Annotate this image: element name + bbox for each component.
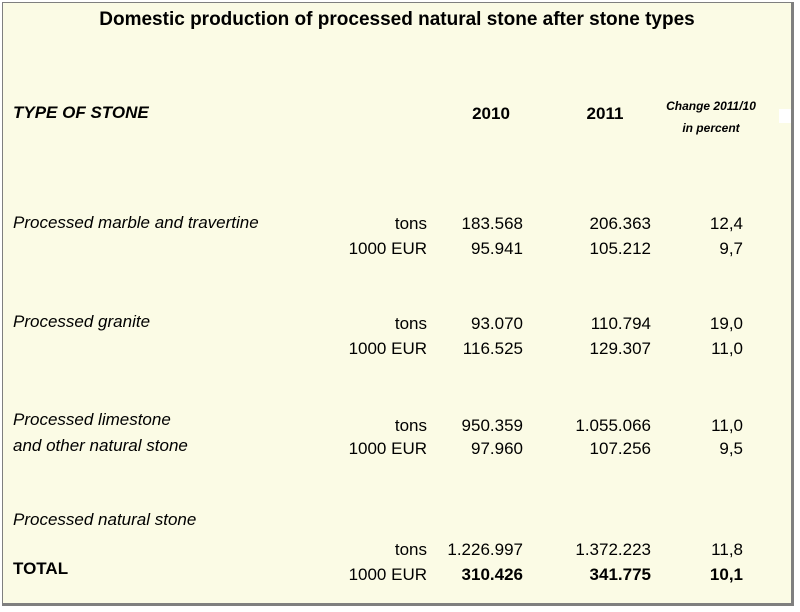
value-change: 9,7 [719,239,743,258]
value-change: 11,8 [711,540,743,559]
value-2010: 950.359 [461,416,523,435]
table-panel: Domestic production of processed natural… [2,2,794,606]
value-2010: 1.226.997 [447,540,523,559]
unit-label: tons [394,416,427,435]
value-2010: 183.568 [461,214,523,233]
column-header-2011: 2011 [586,104,624,123]
category-label-line1: Processed limestone [13,410,171,429]
value-2011: 107.256 [589,439,651,458]
unit-label: tons [394,314,427,333]
value-change-total: 10,1 [709,565,743,584]
unit-label: 1000 EUR [348,439,427,458]
value-2010: 97.960 [471,439,523,458]
unit-label: tons [394,540,427,559]
change-header-line1: Change 2011/10 [666,99,756,113]
change-header-line2: in percent [682,121,740,135]
value-2011: 1.055.066 [575,416,651,435]
value-change: 12,4 [709,214,743,233]
value-change: 11,0 [711,416,743,435]
value-2011-total: 341.775 [589,565,651,584]
value-2011: 1.372.223 [575,540,651,559]
value-change: 11,0 [711,339,743,358]
unit-label: tons [394,214,427,233]
unit-label: 1000 EUR [348,339,427,358]
value-2010-total: 310.426 [461,565,523,584]
value-2011: 129.307 [589,339,651,358]
category-label-natural-stone: Processed natural stone [13,510,197,529]
value-2010: 95.941 [471,239,523,258]
decorative-mark [779,109,791,123]
column-header-type-of-stone: TYPE OF STONE [13,103,149,122]
column-header-change: Change 2011/10 in percent [663,95,759,139]
value-2011: 206.363 [589,214,651,233]
unit-label: 1000 EUR [348,239,427,258]
value-change: 19,0 [709,314,743,333]
total-label: TOTAL [13,559,69,578]
value-change: 9,5 [719,439,743,458]
page-title: Domestic production of processed natural… [99,9,695,30]
category-label-granite: Processed granite [13,312,151,331]
unit-label: 1000 EUR [348,565,427,584]
category-label-line2: and other natural stone [13,436,188,455]
value-2011: 105.212 [589,239,651,258]
category-label-marble: Processed marble and travertine [13,213,259,232]
category-label-limestone: Processed limestone and other natural st… [13,407,188,459]
column-header-2010: 2010 [472,104,510,123]
value-2011: 110.794 [590,314,651,333]
value-2010: 93.070 [471,314,523,333]
value-2010: 116.525 [462,339,523,358]
